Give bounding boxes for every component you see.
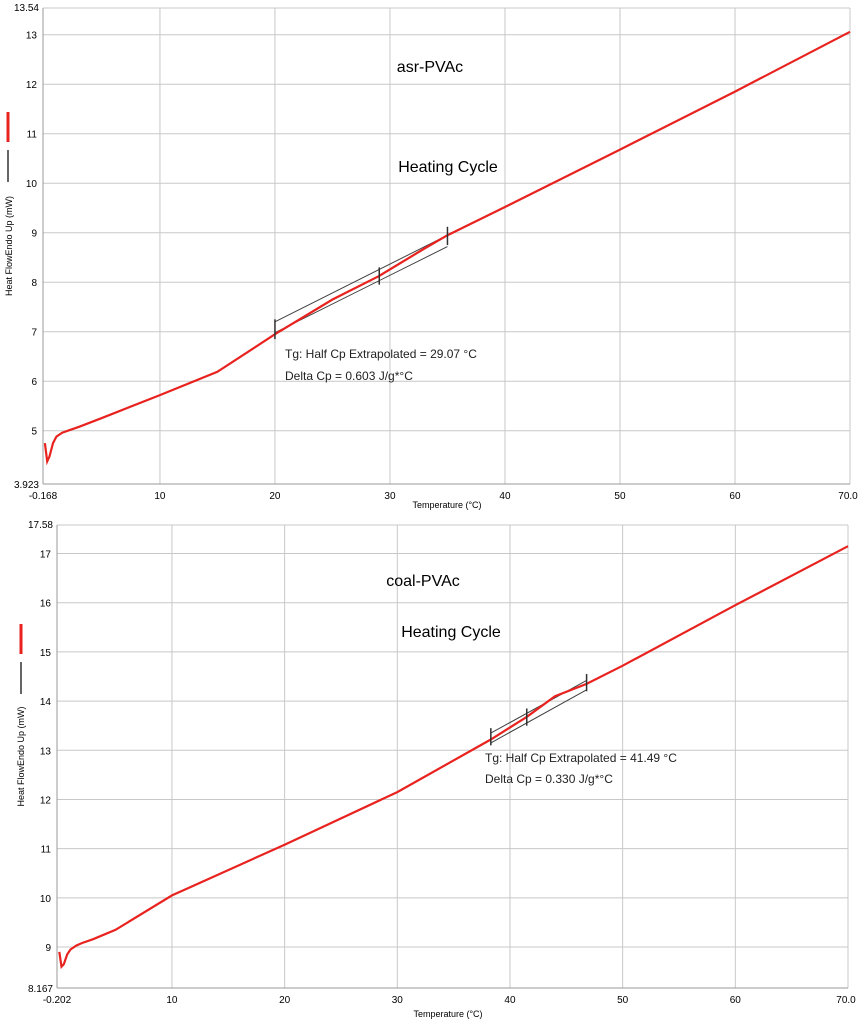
y-axis-title: Heat FlowEndo Up (mW)	[4, 196, 14, 296]
y-tick-label: 5	[31, 427, 37, 438]
y-axis-title: Heat FlowEndo Up (mW)	[16, 706, 26, 806]
heat-flow-series-line	[58, 545, 849, 970]
y-tick-label: 6	[31, 377, 37, 388]
y-tick-label: 14	[40, 697, 52, 708]
x-axis-title: Temperature (°C)	[413, 1009, 482, 1019]
x-tick-label: 30	[384, 491, 396, 502]
x-axis-title: Temperature (°C)	[412, 500, 481, 510]
x-tick-label: 10	[166, 995, 178, 1006]
y-tick-label: 15	[40, 648, 52, 659]
chart-panel-2: 10 20 30 40 50 60 -0.202 70.0 9 10 11 12 13 14 15 16 17 1…	[16, 520, 856, 1019]
x-tick-label: 60	[729, 491, 741, 502]
y-tick-label: 13	[26, 31, 38, 42]
y-tick-label: 13	[40, 746, 52, 757]
y-tick-label: 10	[40, 894, 52, 905]
x-min-label: -0.202	[43, 995, 72, 1006]
x-max-label: 70.0	[838, 491, 858, 502]
tangent-line	[490, 689, 587, 744]
x-min-label: -0.168	[29, 491, 58, 502]
x-tick-label: 40	[504, 995, 516, 1006]
tg-annotation: Delta Cp = 0.330 J/g*°C	[485, 772, 613, 786]
y-max-label: 13.54	[14, 3, 39, 14]
x-tick-label: 20	[269, 491, 281, 502]
y-min-label: 8.167	[28, 984, 53, 995]
y-tick-label: 11	[41, 845, 52, 856]
chart-title: coal-PVAc	[386, 573, 460, 590]
x-tick-label: 10	[154, 491, 166, 502]
x-max-label: 70.0	[836, 995, 856, 1006]
heat-flow-series-line	[43, 30, 851, 466]
x-tick-label: 60	[730, 995, 742, 1006]
y-tick-label: 16	[40, 599, 52, 610]
x-tick-label: 50	[617, 995, 629, 1006]
y-tick-label: 12	[26, 80, 38, 91]
x-tick-label: 30	[392, 995, 404, 1006]
y-min-label: 3.923	[14, 480, 39, 491]
y-tick-label: 11	[27, 130, 38, 141]
chart-panel-1: 10 20 30 40 50 60 -0.168 70.0 5 6 7 8 9 10 11 12 13 13.54…	[4, 3, 858, 510]
x-tick-label: 20	[279, 995, 291, 1006]
chart-subtitle: Heating Cycle	[398, 159, 498, 176]
chart-title: asr-PVAc	[397, 59, 463, 76]
tangent-line	[274, 246, 448, 334]
y-tick-label: 12	[40, 795, 52, 806]
y-tick-label: 10	[26, 179, 38, 190]
tg-annotation: Delta Cp = 0.603 J/g*°C	[285, 369, 413, 383]
y-tick-label: 8	[31, 278, 37, 289]
x-tick-label: 40	[499, 491, 511, 502]
chart-subtitle: Heating Cycle	[401, 624, 501, 641]
y-tick-label: 9	[31, 229, 37, 240]
tangent-line	[274, 234, 448, 323]
x-tick-label: 50	[614, 491, 626, 502]
y-tick-label: 7	[31, 328, 37, 339]
tg-annotation: Tg: Half Cp Extrapolated = 29.07 °C	[285, 347, 477, 361]
tg-annotation: Tg: Half Cp Extrapolated = 41.49 °C	[485, 751, 677, 765]
y-max-label: 17.58	[28, 520, 53, 531]
y-tick-label: 9	[45, 943, 51, 954]
y-tick-label: 17	[40, 550, 52, 561]
